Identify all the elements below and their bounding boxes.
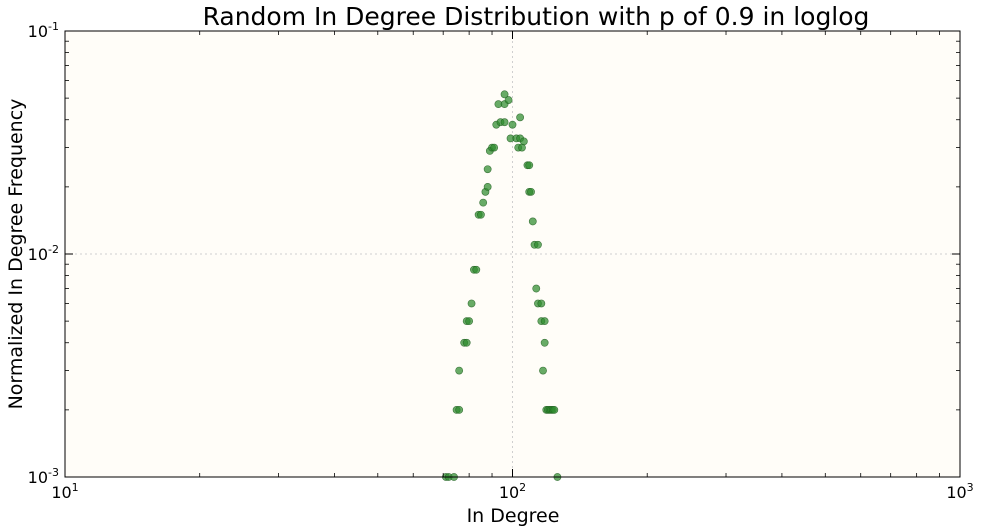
y-tick-label: 10-2 <box>28 243 59 264</box>
data-point <box>465 317 474 326</box>
x-tick-label: 101 <box>51 481 78 502</box>
chart-title: Random In Degree Distribution with p of … <box>203 2 870 31</box>
data-point <box>508 120 517 129</box>
data-point <box>539 366 547 375</box>
data-point <box>455 405 464 414</box>
data-point <box>472 265 481 274</box>
y-tick-label: 10-1 <box>28 20 59 41</box>
data-point <box>455 366 464 375</box>
data-point <box>490 143 499 152</box>
data-points <box>442 90 562 481</box>
data-point <box>532 284 541 293</box>
data-point <box>550 405 559 414</box>
data-point <box>519 137 528 146</box>
data-point <box>525 161 534 170</box>
data-point <box>500 90 509 99</box>
data-point <box>528 217 537 226</box>
data-point <box>534 240 542 249</box>
x-axis-label: In Degree <box>467 505 560 527</box>
y-tick-label: 10-3 <box>28 466 59 487</box>
plot-frame <box>64 30 961 478</box>
x-tick-label: 103 <box>946 481 973 502</box>
data-point <box>479 198 488 207</box>
data-point <box>462 338 471 347</box>
data-point <box>467 299 476 308</box>
data-point <box>537 299 546 308</box>
data-point <box>500 118 509 127</box>
data-point <box>540 338 549 347</box>
tick-labels: 101 102 103 10-3 10-2 10-1 <box>28 20 974 502</box>
y-axis-label: Normalized In Degree Frequency <box>5 99 27 410</box>
data-point <box>477 210 485 219</box>
data-point <box>483 182 492 191</box>
data-point <box>483 165 492 174</box>
x-tick-label: 102 <box>499 481 526 502</box>
data-point <box>504 96 513 104</box>
data-point <box>516 113 525 122</box>
data-point <box>540 317 549 326</box>
data-point <box>527 187 535 196</box>
